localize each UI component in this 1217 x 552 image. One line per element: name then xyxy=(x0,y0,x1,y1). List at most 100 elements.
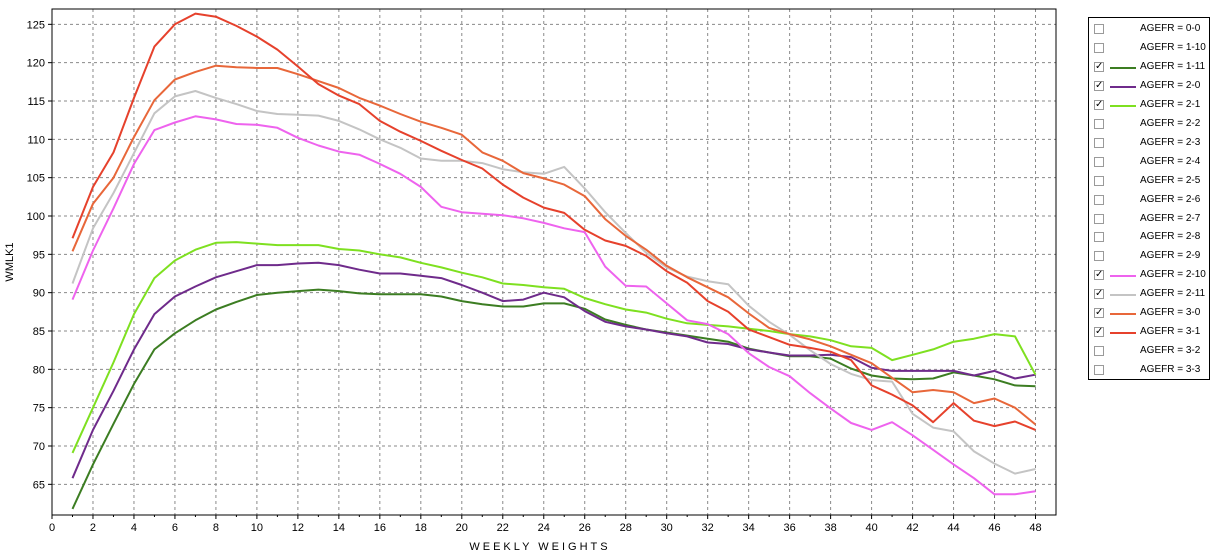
legend-label: AGEFR = 2-0 xyxy=(1140,79,1201,91)
legend-item[interactable]: AGEFR = 3-2 xyxy=(1089,343,1209,361)
legend-checkbox[interactable] xyxy=(1094,213,1104,224)
series-line-agefr-1-11 xyxy=(71,288,1036,510)
legend-item[interactable]: ✓ AGEFR = 2-1 xyxy=(1089,97,1209,115)
legend-item[interactable]: ✓ AGEFR = 2-0 xyxy=(1089,78,1209,96)
legend-checkbox[interactable]: ✓ xyxy=(1094,60,1104,72)
y-tick-label: 75 xyxy=(33,403,45,415)
x-tick-label: 34 xyxy=(743,522,755,534)
legend-label: AGEFR = 2-1 xyxy=(1140,98,1201,110)
legend-checkbox[interactable] xyxy=(1094,118,1104,129)
legend-checkbox[interactable]: ✓ xyxy=(1094,326,1104,338)
legend-checkbox[interactable] xyxy=(1094,137,1104,148)
plot-area xyxy=(52,9,1056,515)
y-tick-label: 85 xyxy=(33,326,45,338)
legend-item[interactable]: AGEFR = 2-2 xyxy=(1089,116,1209,134)
legend-label: AGEFR = 2-3 xyxy=(1140,136,1201,148)
legend: AGEFR = 0-0 AGEFR = 1-10 ✓ AGEFR = 1-11 ✓ AGE… xyxy=(1088,17,1210,380)
legend-checkbox[interactable] xyxy=(1094,42,1104,53)
legend-item[interactable]: AGEFR = 2-5 xyxy=(1089,173,1209,191)
y-tick-label: 80 xyxy=(33,364,45,376)
x-axis-ticks: 0 2 4 6 8 10 12 14 16 18 20 22 24 26 28 30 32 34 36 38 40 42 4… xyxy=(49,515,1042,534)
legend-checkbox[interactable] xyxy=(1094,175,1104,186)
series-line-agefr-3-0 xyxy=(71,64,1037,426)
legend-swatch xyxy=(1110,66,1136,69)
legend-swatch xyxy=(1110,85,1136,88)
legend-swatch xyxy=(1110,294,1136,297)
legend-checkbox[interactable] xyxy=(1094,156,1104,167)
legend-item[interactable]: ✓ AGEFR = 1-11 xyxy=(1089,59,1209,77)
legend-item[interactable]: AGEFR = 3-3 xyxy=(1089,362,1209,380)
legend-item[interactable]: AGEFR = 2-4 xyxy=(1089,154,1209,172)
legend-checkbox[interactable] xyxy=(1094,24,1104,34)
legend-item[interactable]: AGEFR = 2-6 xyxy=(1089,192,1209,210)
y-tick-label: 110 xyxy=(27,134,45,146)
x-tick-label: 26 xyxy=(579,522,591,534)
x-tick-label: 6 xyxy=(172,522,178,534)
y-tick-label: 65 xyxy=(33,479,45,491)
legend-label: AGEFR = 1-11 xyxy=(1140,60,1206,72)
x-tick-label: 18 xyxy=(415,522,427,534)
series-line-agefr-2-1 xyxy=(71,241,1037,454)
legend-label: AGEFR = 2-4 xyxy=(1140,155,1201,167)
legend-item[interactable]: ✓ AGEFR = 2-10 xyxy=(1089,267,1209,285)
legend-item[interactable]: ✓ AGEFR = 3-0 xyxy=(1089,305,1209,323)
x-tick-label: 4 xyxy=(131,522,137,534)
legend-swatch xyxy=(1110,104,1136,107)
legend-checkbox[interactable] xyxy=(1094,232,1104,243)
legend-item[interactable]: AGEFR = 0-0 xyxy=(1089,21,1209,39)
y-tick-label: 100 xyxy=(27,211,45,223)
legend-label: AGEFR = 3-3 xyxy=(1140,364,1201,376)
legend-label: AGEFR = 2-5 xyxy=(1140,174,1201,186)
legend-item[interactable]: AGEFR = 1-10 xyxy=(1089,40,1209,58)
y-tick-label: 125 xyxy=(27,19,45,31)
legend-checkbox[interactable] xyxy=(1094,365,1104,376)
legend-item[interactable]: ✓ AGEFR = 2-11 xyxy=(1089,286,1209,304)
legend-item[interactable]: AGEFR = 2-7 xyxy=(1089,211,1209,229)
x-axis-title: WEEKLY WEIGHTS xyxy=(469,541,610,552)
legend-label: AGEFR = 2-6 xyxy=(1140,193,1201,205)
legend-label: AGEFR = 2-2 xyxy=(1140,117,1201,129)
x-tick-label: 2 xyxy=(90,522,96,534)
legend-label: AGEFR = 2-7 xyxy=(1140,212,1201,224)
legend-label: AGEFR = 1-10 xyxy=(1140,41,1206,53)
legend-swatch xyxy=(1110,275,1136,278)
legend-checkbox[interactable]: ✓ xyxy=(1094,269,1104,281)
x-tick-label: 8 xyxy=(213,522,219,534)
legend-item[interactable]: AGEFR = 2-3 xyxy=(1089,135,1209,153)
plot-frame xyxy=(51,8,1057,516)
legend-swatch xyxy=(1110,332,1136,335)
y-tick-label: 90 xyxy=(33,288,45,300)
legend-label: AGEFR = 3-2 xyxy=(1140,345,1201,357)
y-tick-label: 105 xyxy=(27,173,45,185)
x-tick-label: 0 xyxy=(49,522,55,534)
legend-label: AGEFR = 0-0 xyxy=(1140,23,1201,34)
x-tick-label: 44 xyxy=(947,522,959,534)
legend-item[interactable]: AGEFR = 2-8 xyxy=(1089,229,1209,247)
legend-checkbox[interactable]: ✓ xyxy=(1094,288,1104,300)
legend-checkbox[interactable]: ✓ xyxy=(1094,98,1104,110)
legend-item[interactable]: AGEFR = 2-9 xyxy=(1089,248,1209,266)
series-line-agefr-2-10 xyxy=(71,115,1036,496)
legend-checkbox[interactable] xyxy=(1094,194,1104,205)
x-tick-label: 10 xyxy=(251,522,263,534)
x-tick-label: 38 xyxy=(824,522,836,534)
x-tick-label: 14 xyxy=(333,522,345,534)
legend-label: AGEFR = 2-11 xyxy=(1140,288,1206,300)
grid xyxy=(52,9,1056,515)
x-tick-label: 48 xyxy=(1029,522,1041,534)
x-tick-label: 40 xyxy=(865,522,877,534)
y-tick-label: 115 xyxy=(27,96,45,108)
legend-checkbox[interactable]: ✓ xyxy=(1094,79,1104,91)
legend-checkbox[interactable] xyxy=(1094,346,1104,357)
y-axis-title: WMLK1 xyxy=(4,242,16,281)
legend-label: AGEFR = 3-1 xyxy=(1140,326,1201,338)
legend-item[interactable]: ✓ AGEFR = 3-1 xyxy=(1089,324,1209,342)
legend-label: AGEFR = 2-10 xyxy=(1140,269,1206,281)
y-axis-ticks: 65 70 75 80 85 90 95 100 105 110 115 120 125 xyxy=(27,19,52,491)
series-line-agefr-2-11 xyxy=(71,90,1036,475)
legend-checkbox[interactable]: ✓ xyxy=(1094,307,1104,319)
x-tick-label: 12 xyxy=(292,522,304,534)
x-tick-label: 46 xyxy=(988,522,1000,534)
legend-checkbox[interactable] xyxy=(1094,251,1104,262)
